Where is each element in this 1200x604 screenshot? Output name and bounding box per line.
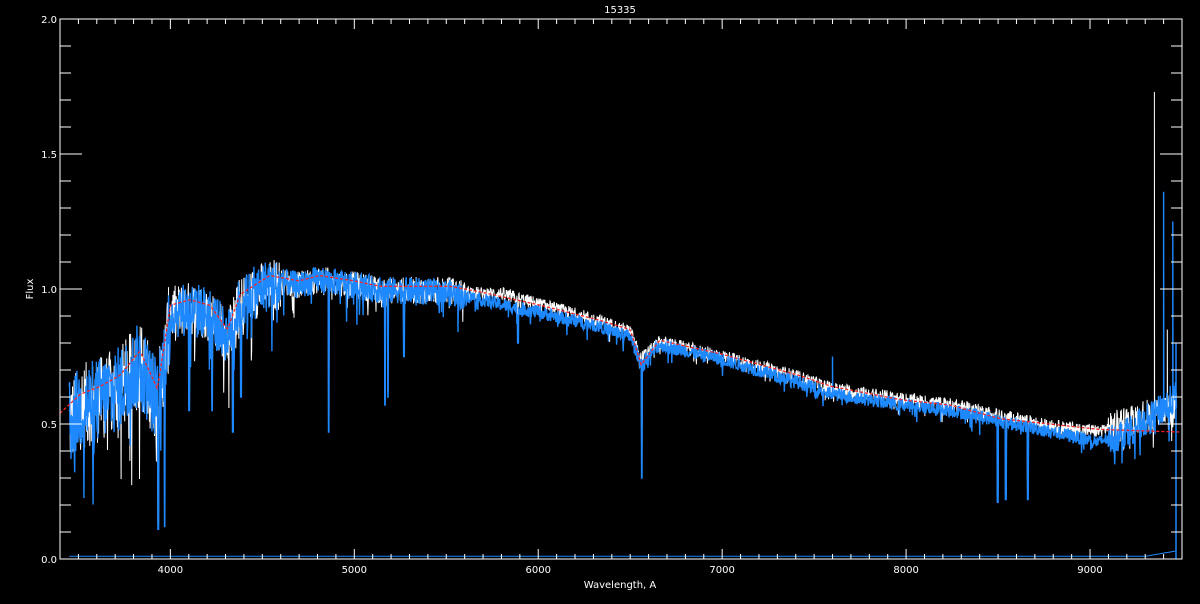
x-tick-label: 4000	[158, 565, 183, 576]
x-axis-label: Wavelength, A	[584, 580, 657, 591]
observed-series-line	[68, 91, 1177, 525]
x-tick-label: 8000	[893, 565, 918, 576]
y-tick-label: 1.0	[41, 285, 57, 296]
y-axis-label: Flux	[25, 279, 36, 300]
x-tick-label: 9000	[1077, 565, 1102, 576]
plot-area	[59, 91, 1182, 559]
error-series-line	[69, 550, 1177, 557]
model-series-line	[59, 274, 1182, 433]
y-tick-label: 2.0	[41, 15, 57, 26]
plot-frame	[59, 18, 1183, 560]
y-tick-label: 0.0	[41, 555, 57, 566]
x-tick-label: 7000	[709, 565, 734, 576]
chart-title: 15335	[604, 5, 636, 16]
x-tick-label: 6000	[526, 565, 551, 576]
y-tick-label: 0.5	[41, 420, 57, 431]
y-tick-label: 1.5	[41, 150, 57, 161]
axes: 4000 5000 6000 7000 8000 9000 0.0 0.5 1.0 1.5 2.0	[41, 15, 1183, 576]
comparison-series-line	[68, 191, 1178, 530]
x-tick-label: 5000	[342, 565, 367, 576]
